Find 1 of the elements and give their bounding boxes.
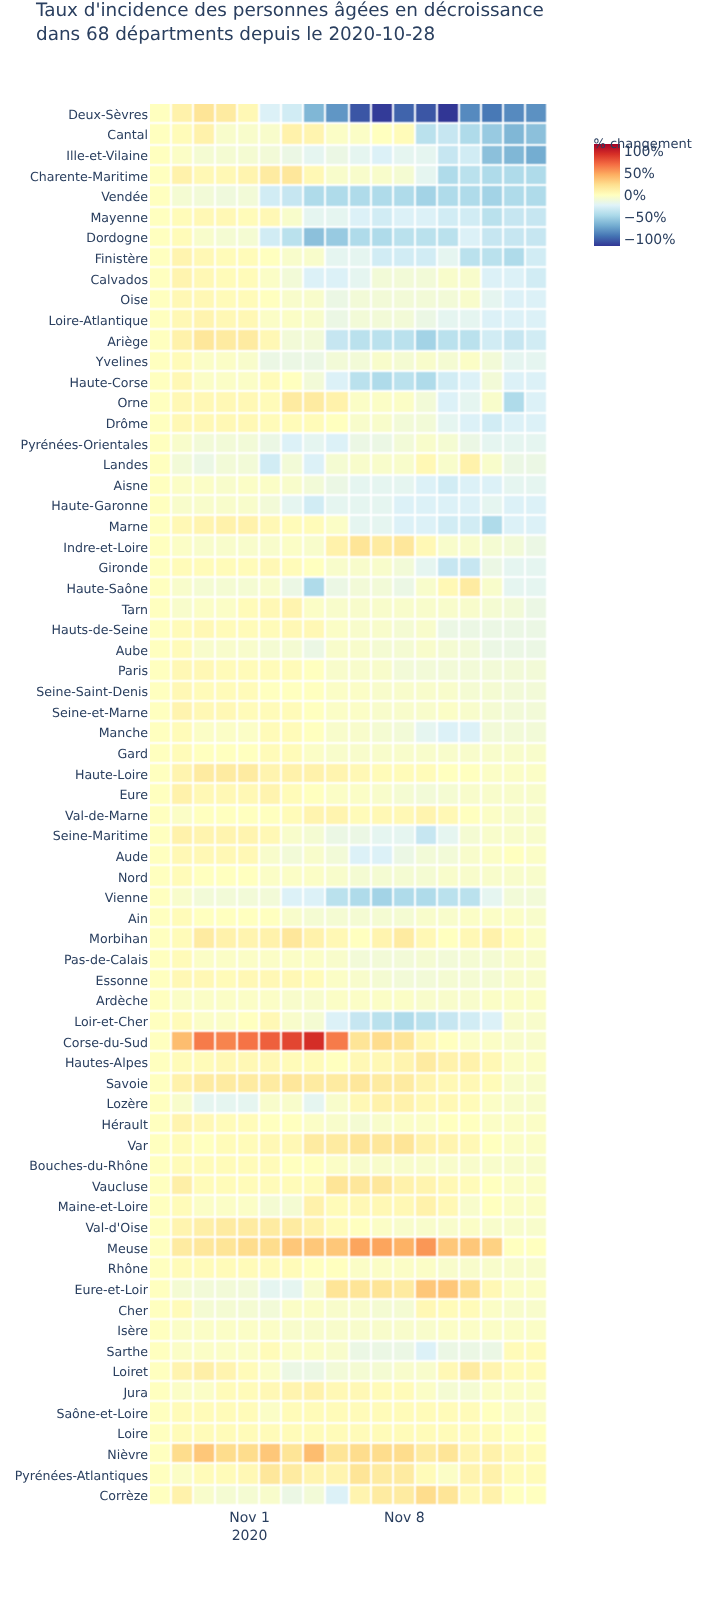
chart-title: Taux d'incidence des personnes âgées en décroissance dans 68 départments depuis le 2020-10-28 [34,0,545,46]
